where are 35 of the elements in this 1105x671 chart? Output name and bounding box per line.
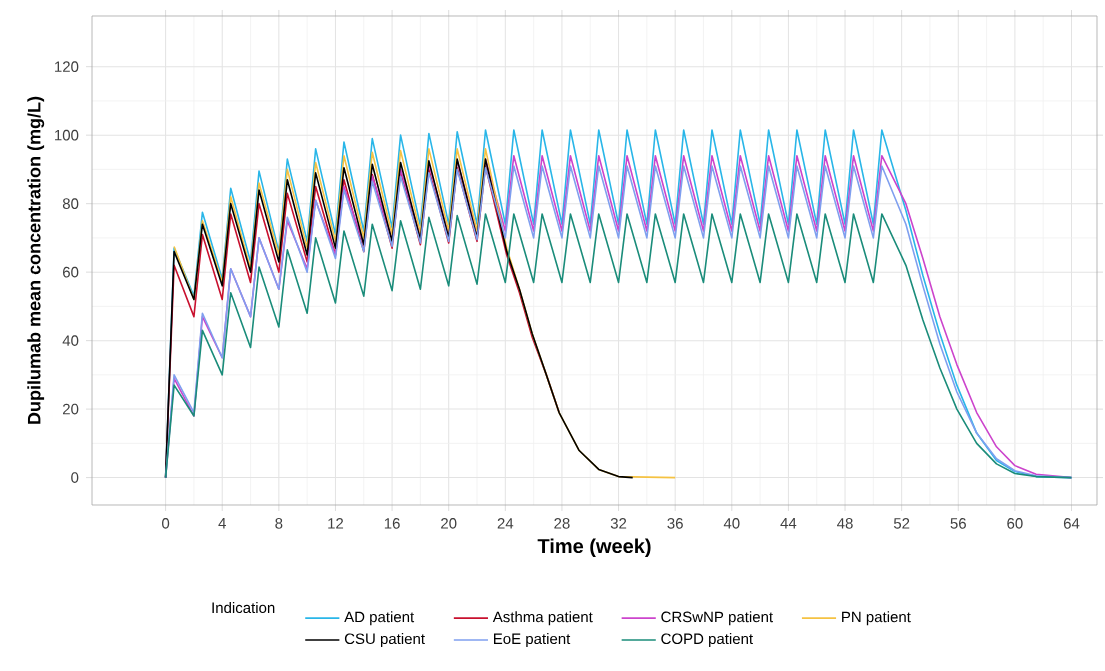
x-tick-label: 12	[328, 518, 344, 529]
legend-label: AD patient	[344, 611, 415, 626]
x-tick-label: 20	[441, 518, 457, 529]
x-tick-label: 52	[893, 518, 910, 529]
x-tick-label: 60	[1007, 518, 1023, 529]
line-series	[164, 213, 1073, 479]
x-axis-title: Time (week)	[537, 538, 651, 558]
x-tick-label: 40	[723, 518, 740, 529]
legend-label: COPD patient	[661, 633, 753, 648]
legend-label: Asthma patient	[492, 611, 593, 626]
y-axis-title: Dupilumab mean concentration (mg/L)	[27, 96, 45, 424]
x-tick-label: 36	[667, 518, 683, 529]
y-tick-label: 120	[55, 61, 79, 72]
x-tick-label: 32	[610, 518, 627, 529]
y-tick-label: 40	[62, 335, 79, 346]
x-tick-label: 28	[554, 518, 570, 529]
x-tick-label: 0	[162, 518, 170, 529]
y-tick-label: 100	[55, 129, 79, 141]
legend-title: Indication	[212, 602, 275, 614]
legend-label: CSU patient	[344, 633, 425, 648]
x-tick-label: 44	[780, 518, 797, 529]
x-tick-label: 48	[837, 518, 853, 529]
y-tick-label: 80	[62, 198, 79, 209]
y-tick-label: 0	[71, 472, 79, 483]
legend-label: PN patient	[842, 611, 911, 626]
x-tick-label: 8	[275, 518, 283, 529]
y-tick-label: 20	[63, 403, 79, 415]
x-tick-label: 16	[384, 518, 400, 529]
legend-label: CRSwNP patient	[661, 611, 773, 626]
x-tick-label: 56	[950, 518, 966, 529]
x-tick-label: 64	[1063, 518, 1080, 529]
x-tick-label: 24	[497, 518, 514, 529]
y-tick-label: 60	[63, 266, 79, 278]
legend-label: EoE patient	[494, 633, 571, 648]
x-tick-label: 4	[218, 518, 226, 529]
